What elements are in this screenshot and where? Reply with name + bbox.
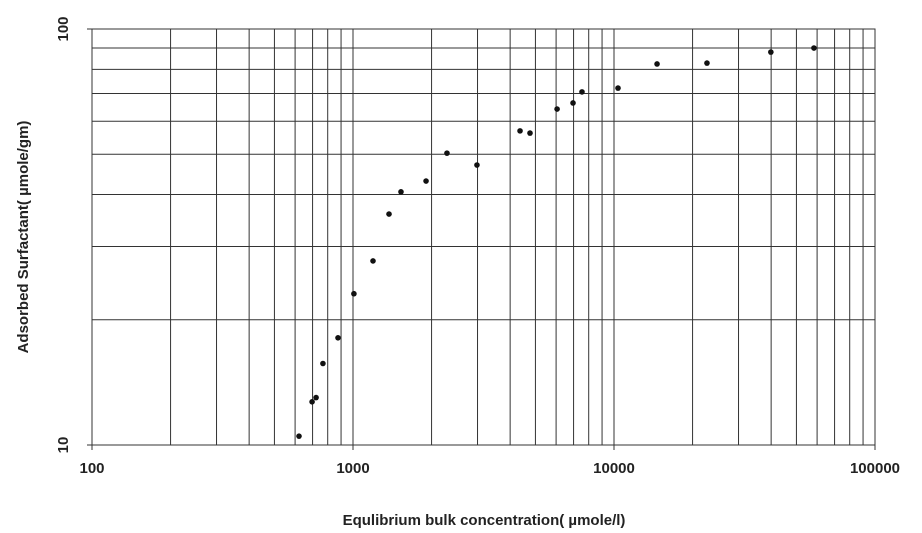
point bbox=[313, 394, 319, 401]
y-tick-label: 10 bbox=[55, 437, 72, 454]
point bbox=[570, 100, 576, 106]
point bbox=[370, 258, 376, 264]
point bbox=[309, 399, 315, 405]
point bbox=[579, 89, 585, 95]
x-tick-label: 10000 bbox=[593, 460, 635, 477]
point bbox=[527, 130, 533, 136]
point bbox=[320, 360, 326, 367]
x-tick-label: 1000 bbox=[336, 460, 369, 477]
point bbox=[423, 178, 429, 184]
point bbox=[296, 433, 302, 439]
plot-border bbox=[91, 28, 876, 446]
point bbox=[704, 60, 710, 66]
point bbox=[351, 290, 357, 297]
x-axis-label: Equlibrium bulk concentration( µmole/l) bbox=[343, 512, 626, 529]
point bbox=[386, 211, 392, 217]
point bbox=[654, 61, 660, 67]
y-axis-label: Adsorbed Surfactant( µmole/gm) bbox=[15, 121, 32, 354]
point bbox=[554, 106, 560, 112]
x-tick-label: 100000 bbox=[850, 460, 900, 477]
point bbox=[768, 49, 774, 55]
x-tick-label: 100 bbox=[79, 460, 104, 477]
point bbox=[517, 128, 523, 134]
point bbox=[398, 189, 404, 195]
point bbox=[811, 45, 817, 51]
point bbox=[474, 162, 480, 168]
point bbox=[444, 150, 450, 156]
point bbox=[335, 335, 341, 341]
point bbox=[615, 85, 621, 91]
y-tick-label: 100 bbox=[55, 16, 72, 41]
